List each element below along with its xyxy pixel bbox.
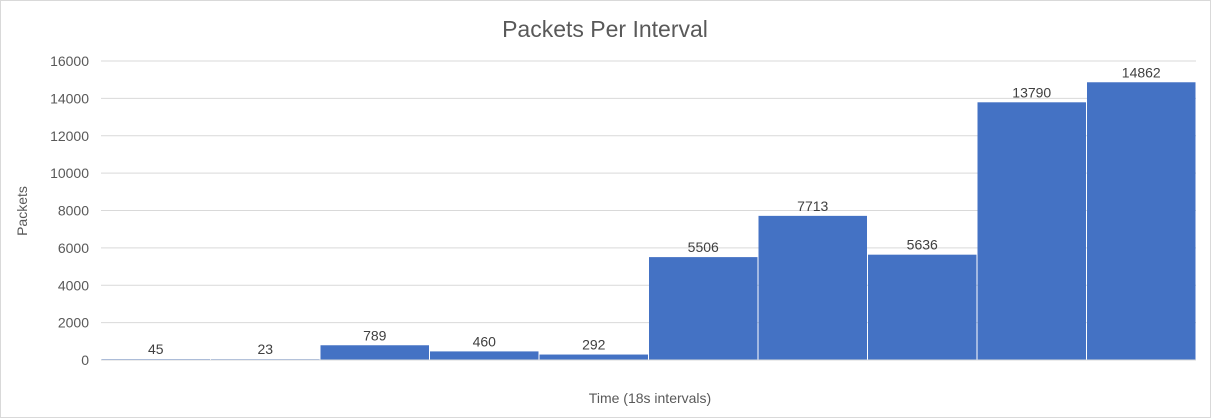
y-tick-label: 0 [81, 352, 89, 368]
x-axis-title: Time (18s intervals) [589, 390, 711, 406]
bar-6 [649, 257, 758, 360]
y-tick-label: 6000 [58, 240, 89, 256]
bars [101, 82, 1196, 361]
y-tick-label: 8000 [58, 203, 89, 219]
bar-5 [539, 354, 648, 360]
bar-7 [758, 215, 867, 360]
bar-4 [430, 351, 539, 360]
data-label-8: 5636 [907, 237, 938, 253]
data-label-9: 13790 [1012, 84, 1051, 100]
bar-9 [977, 102, 1086, 360]
y-axis-title: Packets [14, 186, 30, 236]
data-labels: 45 23 789 460 292 5506 7713 5636 13790 14862 [148, 64, 1161, 357]
bar-8 [868, 254, 977, 360]
data-label-2: 23 [257, 341, 273, 357]
y-tick-label: 16000 [50, 53, 89, 69]
bar-10 [1087, 82, 1196, 361]
data-label-5: 292 [582, 337, 606, 353]
data-label-3: 789 [363, 327, 387, 343]
y-tick-labels: 0 2000 4000 6000 8000 10000 12000 14000 16000 [50, 53, 89, 368]
data-label-4: 460 [473, 333, 497, 349]
bar-3 [320, 345, 429, 360]
y-tick-label: 10000 [50, 165, 89, 181]
y-tick-label: 4000 [58, 277, 89, 293]
data-label-1: 45 [148, 341, 164, 357]
y-tick-label: 12000 [50, 128, 89, 144]
data-label-7: 7713 [797, 198, 828, 214]
data-label-6: 5506 [688, 239, 719, 255]
y-tick-label: 14000 [50, 90, 89, 106]
y-tick-label: 2000 [58, 315, 89, 331]
data-label-10: 14862 [1122, 64, 1161, 80]
chart-title: Packets Per Interval [502, 16, 708, 42]
